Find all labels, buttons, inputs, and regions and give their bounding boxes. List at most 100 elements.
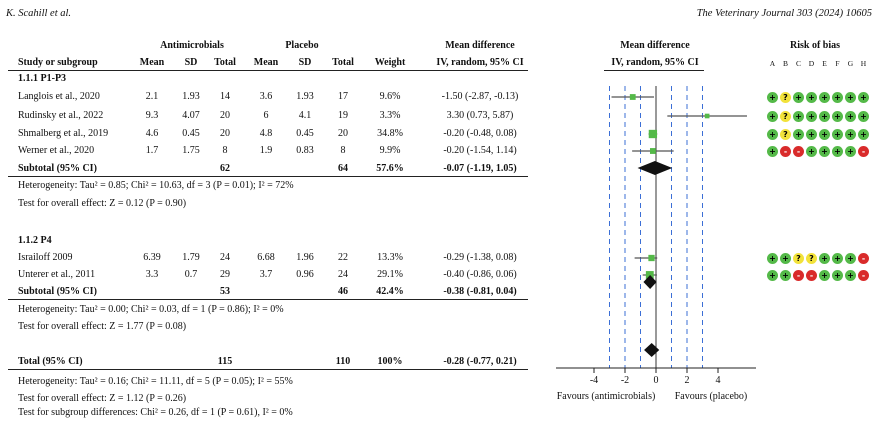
study-name: Shmalberg et al., 2019 — [18, 128, 109, 139]
rob-dot: + — [858, 111, 869, 122]
study-cell-m2: 6.68 — [257, 252, 275, 263]
study-cell-m2: 4.8 — [259, 128, 273, 139]
total-overall: Test for overall effect: Z = 1.12 (P = 0… — [18, 393, 187, 404]
point-estimate — [645, 271, 654, 279]
study-cell-n1: 20 — [220, 128, 230, 139]
subtotal-cell-ci: -0.38 (-0.81, 0.04) — [443, 286, 517, 297]
study-cell-weight: 9.6% — [379, 91, 401, 102]
rob-dot: + — [793, 111, 804, 122]
subgroup-label-2: 1.1.2 P4 — [18, 235, 52, 246]
row-rule — [8, 299, 528, 300]
plot-title: Mean difference — [620, 40, 690, 51]
x-tick-label: 4 — [716, 375, 721, 386]
rob-dot: + — [767, 270, 778, 281]
total-heterogeneity: Heterogeneity: Tau² = 0.16; Chi² = 11.11… — [18, 376, 293, 387]
heterogeneity-2: Heterogeneity: Tau² = 0.00; Chi² = 0.03,… — [18, 304, 284, 315]
rob-dot: - — [806, 270, 817, 281]
subtotal-cell-n2: 64 — [338, 163, 348, 174]
rob-domain-letter: E — [822, 59, 827, 68]
point-estimate — [704, 113, 710, 119]
rob-dot: + — [819, 270, 830, 281]
study-cell-m2: 1.9 — [259, 145, 273, 156]
group-antimicrobials: Antimicrobials — [160, 40, 224, 51]
subtotal-cell-weight: 100% — [377, 356, 403, 367]
rob-dot: - — [780, 146, 791, 157]
rob-dot: + — [845, 129, 856, 140]
col-total-2: Total — [332, 57, 354, 68]
subtotal-cell-ci: -0.28 (-0.77, 0.21) — [443, 356, 517, 367]
rob-dot: + — [832, 129, 843, 140]
rob-dot: - — [858, 253, 869, 264]
study-cell-sd1: 0.45 — [182, 128, 200, 139]
rob-dot: + — [845, 111, 856, 122]
study-cell-m1: 6.39 — [143, 252, 161, 263]
study-cell-m1: 2.1 — [145, 91, 159, 102]
rob-dot: + — [767, 111, 778, 122]
study-cell-n2: 19 — [338, 110, 348, 121]
overall-effect-1: Test for overall effect: Z = 0.12 (P = 0… — [18, 198, 187, 209]
rob-dot: - — [793, 270, 804, 281]
subgroup-label-1: 1.1.1 P1-P3 — [18, 73, 67, 84]
col-total-1: Total — [214, 57, 236, 68]
favours-left: Favours (antimicrobials) — [556, 391, 656, 402]
study-cell-sd1: 1.75 — [182, 145, 200, 156]
study-name: Werner et al., 2020 — [18, 145, 95, 156]
rob-domain-letter: F — [835, 59, 840, 68]
subtotal-cell-weight: 57.6% — [376, 163, 404, 174]
study-cell-weight: 34.8% — [377, 128, 403, 139]
study-cell-sd2: 1.96 — [296, 252, 314, 263]
study-cell-m2: 3.7 — [259, 269, 273, 280]
x-tick-label: -4 — [590, 375, 598, 386]
study-cell-sd1: 0.7 — [184, 269, 198, 280]
study-cell-m1: 4.6 — [145, 128, 159, 139]
rob-dot: - — [858, 270, 869, 281]
rob-dot: ? — [780, 129, 791, 140]
subtotal-diamond — [637, 161, 673, 175]
study-cell-n2: 22 — [338, 252, 348, 263]
col-md-sub: IV, random, 95% CI — [436, 57, 524, 68]
rob-dot: ? — [780, 92, 791, 103]
subtotal-label: Total (95% CI) — [18, 356, 83, 367]
rob-domain-letter: C — [795, 59, 801, 68]
study-cell-sd2: 0.96 — [296, 269, 314, 280]
rob-dot: + — [858, 129, 869, 140]
study-cell-ci: -1.50 (-2.87, -0.13) — [441, 91, 519, 102]
rob-dot: + — [819, 92, 830, 103]
study-cell-n2: 17 — [338, 91, 348, 102]
rob-dot: + — [819, 129, 830, 140]
heterogeneity-1: Heterogeneity: Tau² = 0.85; Chi² = 10.63… — [18, 180, 294, 191]
subtotal-cell-n1: 53 — [220, 286, 230, 297]
col-weight: Weight — [374, 57, 406, 68]
study-cell-ci: -0.20 (-1.54, 1.14) — [443, 145, 517, 156]
row-rule — [8, 176, 528, 177]
favours-right: Favours (placebo) — [674, 391, 748, 402]
subtotal-cell-ci: -0.07 (-1.19, 1.05) — [443, 163, 517, 174]
total-diamond — [644, 343, 660, 357]
study-cell-sd2: 4.1 — [298, 110, 312, 121]
study-cell-ci: -0.40 (-0.86, 0.06) — [443, 269, 517, 280]
rob-dot: + — [806, 92, 817, 103]
rob-dot: + — [832, 270, 843, 281]
x-tick-label: -2 — [621, 375, 629, 386]
rob-dot: ? — [780, 111, 791, 122]
subtotal-cell-n2: 46 — [338, 286, 348, 297]
overall-effect-2: Test for overall effect: Z = 1.77 (P = 0… — [18, 321, 187, 332]
study-name: Unterer et al., 2011 — [18, 269, 96, 280]
study-cell-sd1: 1.93 — [182, 91, 200, 102]
rob-dot: + — [858, 92, 869, 103]
x-tick-label: 0 — [654, 375, 659, 386]
study-cell-n2: 24 — [338, 269, 348, 280]
rob-dot: + — [806, 111, 817, 122]
rob-dot: + — [845, 253, 856, 264]
study-cell-weight: 3.3% — [379, 110, 401, 121]
study-cell-n1: 24 — [220, 252, 230, 263]
point-estimate — [629, 94, 636, 100]
subtotal-cell-n1: 115 — [217, 356, 233, 367]
study-cell-ci: -0.29 (-1.38, 0.08) — [443, 252, 517, 263]
study-cell-m1: 1.7 — [145, 145, 159, 156]
rob-dot: ? — [793, 253, 804, 264]
md-title: Mean difference — [445, 40, 515, 51]
rob-dot: + — [832, 92, 843, 103]
rob-dot: ? — [806, 253, 817, 264]
point-estimate — [648, 129, 658, 139]
